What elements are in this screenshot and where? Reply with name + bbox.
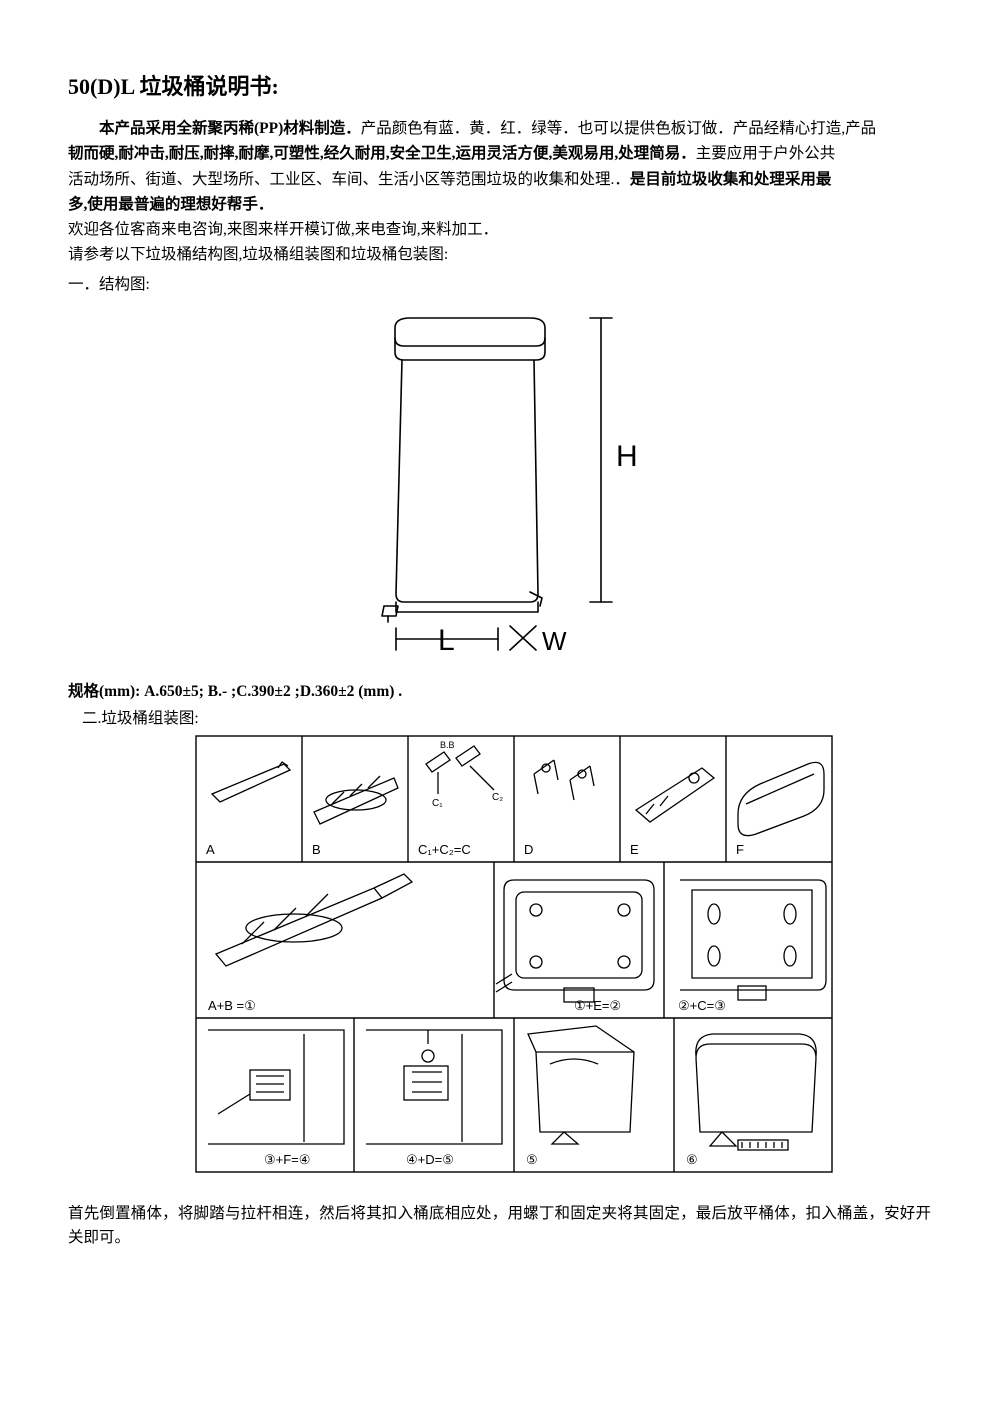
intro-3b: 是目前垃圾收集和处理采用最 [630,171,832,188]
step-5: ④+D=⑤ [406,1152,454,1167]
cell-f: F [736,842,744,857]
structure-svg: H L W [340,306,660,666]
intro-line-3: 活动场所、街道、大型场所、工业区、车间、生活小区等范围垃圾的收集和处理.．是目前… [68,168,931,191]
sublabel-c2: C₂ [492,792,503,803]
sublabel-c1: C₁ [432,798,443,809]
structure-diagram: H L W [68,306,931,666]
cell-a: A [206,842,215,857]
intro-line-5: 欢迎各位客商来电咨询,来图来样开模订做,来电查询,来料加工． [68,218,931,241]
cell-c: C₁+C₂=C [418,842,471,857]
step-4: ③+F=④ [264,1152,310,1167]
intro-1a: 本产品采用全新聚丙稀(PP)材料制造． [99,120,361,137]
document-title: 50(D)L 垃圾桶说明书: [68,70,931,103]
assembly-diagram: A B C₁+C₂=C C₁ C₂ B.B D E F [96,734,931,1174]
step-3: ②+C=③ [678,998,726,1013]
intro-line-1: 本产品采用全新聚丙稀(PP)材料制造．产品颜色有蓝．黄．红．绿等．也可以提供色板… [68,117,931,140]
cell-e: E [630,842,639,857]
cell-b: B [312,842,321,857]
spec-line: 规格(mm): A.650±5; B.- ;C.390±2 ;D.360±2 (… [68,680,931,703]
intro-2a: 韧而硬,耐冲击,耐压,耐摔,耐摩,可塑性,经久耐用,安全卫生,运用灵活方便,美观… [68,145,696,162]
label-l: L [438,624,455,657]
step-1: A+B =① [208,998,256,1013]
intro-3a: 活动场所、街道、大型场所、工业区、车间、生活小区等范围垃圾的收集和处理.． [68,171,630,188]
final-instructions: 首先倒置桶体，将脚踏与拉杆相连，然后将其扣入桶底相应处，用螺丁和固定夹将其固定，… [68,1202,931,1249]
section-1-heading: 一．结构图: [68,273,931,296]
step-6a: ⑤ [526,1152,538,1167]
label-w: W [542,626,567,656]
step-2: ①+E=② [574,998,621,1013]
intro-line-2: 韧而硬,耐冲击,耐压,耐摔,耐摩,可塑性,经久耐用,安全卫生,运用灵活方便,美观… [68,142,931,165]
step-6b: ⑥ [686,1152,698,1167]
intro-line-4: 多,使用最普遍的理想好帮手． [68,193,931,216]
assembly-svg: A B C₁+C₂=C C₁ C₂ B.B D E F [194,734,834,1174]
sublabel-ctop: B.B [440,740,455,750]
label-h: H [616,440,638,473]
cell-d: D [524,842,533,857]
section-2-heading: 二.垃圾桶组装图: [82,707,931,730]
intro-line-6: 请参考以下垃圾桶结构图,垃圾桶组装图和垃圾桶包装图: [68,243,931,266]
intro-2b: 主要应用于户外公共 [696,145,836,162]
intro-1b: 产品颜色有蓝．黄．红．绿等．也可以提供色板订做．产品经精心打造,产品 [361,120,876,137]
